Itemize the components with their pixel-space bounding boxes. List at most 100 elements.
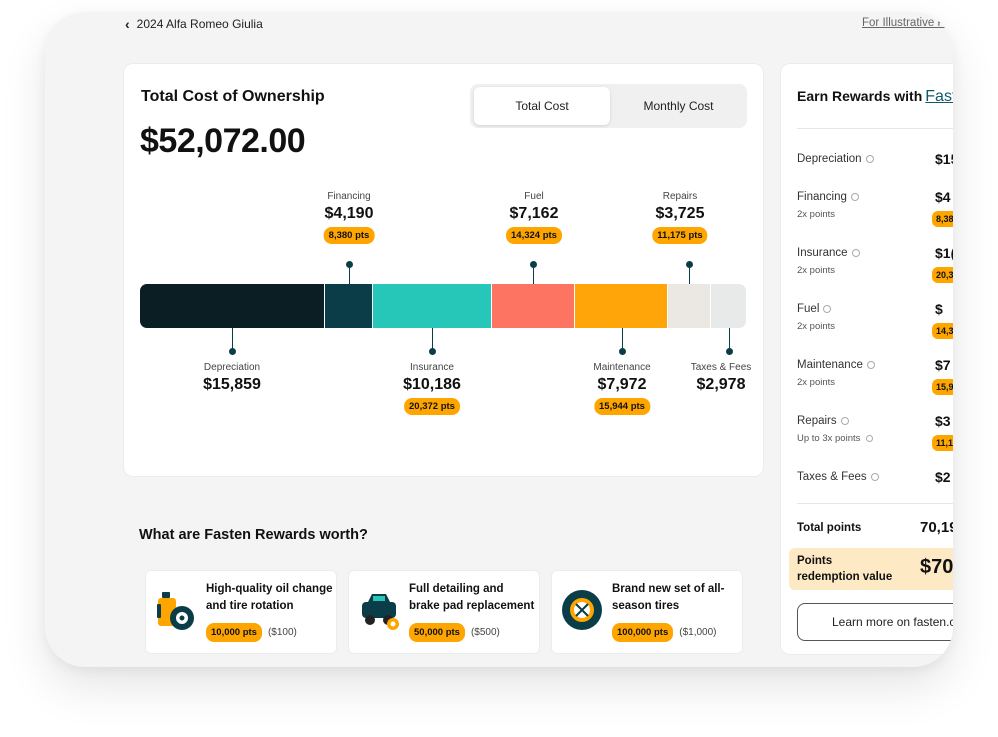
row-points-badge: 11,1 [932, 435, 953, 451]
app-frame: ‹ 2024 Alfa Romeo Giulia For Illustrativ… [45, 12, 953, 667]
info-icon[interactable] [865, 154, 874, 163]
financing-amount: $4,190 [324, 205, 374, 222]
repairs-points-badge: 11,175 pts [652, 227, 708, 244]
fuel-label: Fuel $7,162 14,324 pts [506, 191, 562, 244]
earn-rewards-card: Earn Rewards withFast Depreciation $15 F… [780, 63, 953, 655]
row-name: Depreciation [797, 153, 862, 165]
reward-card-detailing[interactable]: Full detailing and brake pad replacement… [348, 570, 540, 654]
financing-marker-line [349, 264, 350, 284]
reward-row-insurance: Insurance 2x points $1( 20,3 [797, 245, 953, 283]
total-points-value: 70,19 [920, 519, 953, 536]
row-multiplier: 2x points [797, 321, 836, 332]
insurance-marker-dot [429, 348, 436, 355]
reward-description: Brand new set of all-season tires [612, 583, 725, 612]
info-icon[interactable] [823, 304, 832, 313]
financing-name: Financing [327, 191, 371, 202]
taxes-fees-segment[interactable] [711, 284, 746, 328]
reward-description: Full detailing and brake pad replacement [409, 583, 535, 612]
reward-points-badge: 10,000 pts [206, 623, 262, 642]
tire-icon [562, 590, 602, 630]
reward-card-tires[interactable]: Brand new set of all-season tires 100,00… [551, 570, 743, 654]
row-points-badge: 8,38 [932, 211, 953, 227]
insurance-points-badge: 20,372 pts [404, 398, 460, 415]
cost-view-toggle: Total Cost Monthly Cost [470, 84, 747, 128]
row-points-badge: 14,3: [932, 323, 953, 339]
back-breadcrumb[interactable]: ‹ 2024 Alfa Romeo Giulia [125, 17, 263, 31]
insurance-marker-line [432, 328, 433, 350]
row-name: Repairs [797, 415, 837, 427]
illustrative-purposes-link[interactable]: For Illustrative Pu [862, 17, 952, 29]
row-value: $1( [935, 245, 953, 261]
info-icon[interactable] [840, 416, 849, 425]
car-detailing-icon [362, 594, 399, 630]
repairs-marker-line [689, 264, 690, 284]
info-icon[interactable] [866, 434, 874, 442]
info-icon[interactable] [870, 472, 879, 481]
reward-row-depreciation: Depreciation $15 [797, 151, 953, 167]
reward-row-fuel: Fuel 2x points $ 14,3: [797, 301, 953, 339]
divider [797, 503, 953, 504]
reward-usd-value: ($100) [267, 627, 297, 638]
row-value: $ [935, 301, 943, 317]
redemption-label: Points redemption value [797, 555, 893, 583]
row-points-badge: 15,9 [932, 379, 953, 395]
repairs-amount: $3,725 [655, 205, 705, 222]
repairs-label: Repairs $3,725 11,175 pts [652, 191, 708, 244]
tab-monthly-cost[interactable]: Monthly Cost [643, 99, 714, 113]
taxes-fees-label: Taxes & Fees $2,978 [691, 362, 752, 394]
row-value: $15 [935, 151, 953, 167]
maintenance-segment[interactable] [575, 284, 668, 328]
row-points-badge: 20,3 [932, 267, 953, 283]
info-icon[interactable] [850, 192, 859, 201]
row-value: $7 [935, 357, 951, 373]
card-title: Total Cost of Ownership [141, 88, 325, 105]
row-multiplier: 2x points [797, 265, 836, 276]
reward-row-taxes-fees: Taxes & Fees $2 [797, 469, 953, 485]
depreciation-marker-line [232, 328, 233, 350]
repairs-segment[interactable] [667, 284, 712, 328]
vehicle-title: 2024 Alfa Romeo Giulia [136, 17, 263, 31]
info-icon[interactable] [851, 248, 860, 257]
row-name: Financing [797, 191, 847, 203]
tab-total-cost[interactable]: Total Cost [474, 87, 610, 125]
reward-row-maintenance: Maintenance 2x points $7 15,9 [797, 357, 953, 395]
taxes-fees-name: Taxes & Fees [690, 362, 752, 373]
depreciation-name: Depreciation [203, 362, 261, 373]
reward-usd-value: ($500) [470, 627, 500, 638]
taxes-marker-line [729, 328, 730, 350]
depreciation-segment[interactable] [140, 284, 325, 328]
depreciation-amount: $15,859 [203, 376, 261, 393]
depreciation-label: Depreciation $15,859 [203, 362, 261, 394]
reward-usd-value: ($1,000) [679, 627, 717, 638]
taxes-marker-dot [726, 348, 733, 355]
maintenance-marker-dot [619, 348, 626, 355]
reward-card-oil-change[interactable]: High-quality oil change and tire rotatio… [145, 570, 337, 654]
row-name: Taxes & Fees [797, 471, 867, 483]
financing-points-badge: 8,380 pts [323, 227, 375, 244]
earn-rewards-title: Earn Rewards withFast [797, 88, 953, 106]
fasten-brand-link[interactable]: Fast [925, 88, 953, 105]
depreciation-marker-dot [229, 348, 236, 355]
fuel-marker-line [533, 264, 534, 284]
insurance-label: Insurance $10,186 20,372 pts [403, 362, 461, 415]
maintenance-label: Maintenance $7,972 15,944 pts [593, 362, 651, 415]
reward-points-badge: 50,000 pts [409, 623, 465, 642]
insurance-segment[interactable] [373, 284, 492, 328]
financing-segment[interactable] [324, 284, 374, 328]
maintenance-amount: $7,972 [597, 376, 647, 393]
row-name: Insurance [797, 247, 848, 259]
fuel-segment[interactable] [491, 284, 576, 328]
maintenance-marker-line [622, 328, 623, 350]
row-value: $3 [935, 413, 951, 429]
info-icon[interactable] [866, 360, 875, 369]
taxes-fees-amount: $2,978 [696, 376, 746, 393]
redemption-value: $70 [920, 556, 953, 578]
repairs-name: Repairs [662, 191, 698, 202]
rewards-worth-heading: What are Fasten Rewards worth? [139, 527, 368, 543]
reward-description: High-quality oil change and tire rotatio… [206, 583, 333, 612]
total-cost-card: Total Cost of Ownership $52,072.00 Total… [123, 63, 764, 477]
learn-more-button[interactable]: Learn more on fasten.cc [797, 603, 953, 641]
cost-breakdown-bar [140, 284, 746, 328]
row-multiplier: 2x points [797, 209, 836, 220]
row-multiplier: 2x points [797, 377, 836, 388]
